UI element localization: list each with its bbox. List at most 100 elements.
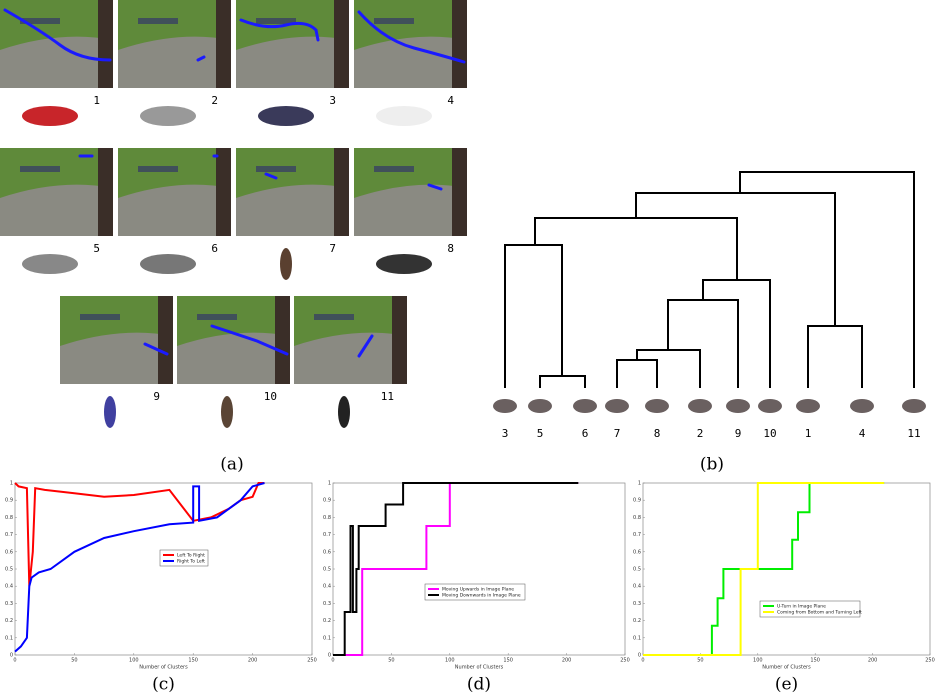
y-tick-label: 0.7 <box>5 532 13 538</box>
building <box>392 296 407 384</box>
x-axis-label: Number of Clusters <box>455 665 504 671</box>
x-tick-label: 250 <box>620 658 630 664</box>
x-tick-label: 150 <box>188 658 198 664</box>
leaf-label: 8 <box>654 427 661 440</box>
leaf-label: 6 <box>582 427 589 440</box>
object-label: 3 <box>329 94 336 107</box>
x-tick-label: 150 <box>503 658 513 664</box>
thumbnail: 3 <box>236 0 349 126</box>
plot-frame <box>15 483 312 655</box>
object-crop <box>22 254 78 274</box>
caption: (b) <box>700 455 724 475</box>
object-label: 6 <box>211 242 218 255</box>
y-tick-label: 0.1 <box>323 635 331 641</box>
parked-cars <box>20 166 60 172</box>
y-tick-label: 0.9 <box>633 498 641 504</box>
x-tick-label: 0 <box>13 658 16 664</box>
parked-cars <box>138 166 178 172</box>
leaf-crop <box>902 399 926 413</box>
leaf-label: 7 <box>614 427 621 440</box>
leaf-crop <box>573 399 597 413</box>
y-tick-label: 0.7 <box>323 532 331 538</box>
y-tick-label: 0.8 <box>5 515 13 521</box>
legend-label: Coming from Bottom and Turning Left <box>777 610 862 616</box>
leaf-crop <box>493 399 517 413</box>
object-crop <box>140 106 196 126</box>
object-label: 10 <box>264 390 277 403</box>
thumbnail: 1 <box>0 0 113 126</box>
object-label: 11 <box>381 390 394 403</box>
caption: (e) <box>775 675 798 695</box>
y-tick-label: 0 <box>638 653 641 659</box>
thumbnail: 2 <box>118 0 231 126</box>
parked-cars <box>197 314 237 320</box>
building <box>98 148 113 236</box>
x-tick-label: 50 <box>71 658 77 664</box>
y-tick-label: 1 <box>10 481 13 487</box>
legend-label: Right To Left <box>177 559 205 565</box>
y-tick-label: 0.8 <box>323 515 331 521</box>
thumbnail: 5 <box>0 148 113 274</box>
y-tick-label: 0.1 <box>633 635 641 641</box>
legend-label: Moving Downwards in Image Plane <box>442 593 521 599</box>
y-tick-label: 0.7 <box>633 532 641 538</box>
thumbnail: 10 <box>177 296 290 428</box>
y-tick-label: 0.3 <box>5 601 13 607</box>
legend-label: Moving Upwards in Image Plane <box>442 587 514 593</box>
y-tick-label: 0.9 <box>5 498 13 504</box>
object-crop <box>376 106 432 126</box>
thumbnail: 6 <box>118 148 231 274</box>
caption: (a) <box>220 455 243 475</box>
leaf-crop <box>850 399 874 413</box>
leaf-label: 5 <box>537 427 544 440</box>
object-crop <box>22 106 78 126</box>
dendrogram <box>505 172 914 388</box>
x-tick-label: 200 <box>562 658 572 664</box>
leaf-crop <box>605 399 629 413</box>
building <box>158 296 173 384</box>
object-crop <box>376 254 432 274</box>
building <box>334 0 349 88</box>
object-label: 1 <box>93 94 100 107</box>
object-label: 5 <box>93 242 100 255</box>
y-tick-label: 1 <box>328 481 331 487</box>
figure: (a) (b) 12345678910113567829101411050100… <box>0 0 936 697</box>
building <box>98 0 113 88</box>
object-label: 4 <box>447 94 454 107</box>
y-tick-label: 0.8 <box>633 515 641 521</box>
y-tick-label: 0 <box>328 653 331 659</box>
building <box>334 148 349 236</box>
building <box>275 296 290 384</box>
x-tick-label: 100 <box>129 658 139 664</box>
x-tick-label: 200 <box>248 658 258 664</box>
y-tick-label: 0.9 <box>323 498 331 504</box>
leaf-label: 9 <box>735 427 742 440</box>
x-axis-label: Number of Clusters <box>139 665 188 671</box>
x-tick-label: 100 <box>753 658 763 664</box>
y-tick-label: 0.1 <box>5 635 13 641</box>
building <box>452 0 467 88</box>
y-tick-label: 0.4 <box>5 584 13 590</box>
x-tick-label: 250 <box>307 658 317 664</box>
x-tick-label: 100 <box>445 658 455 664</box>
leaf-crop <box>688 399 712 413</box>
thumbnail: 8 <box>354 148 467 274</box>
y-tick-label: 0.5 <box>323 567 331 573</box>
y-tick-label: 0.3 <box>323 601 331 607</box>
leaf-crop <box>796 399 820 413</box>
y-tick-label: 0.2 <box>633 618 641 624</box>
y-tick-label: 0.6 <box>633 549 641 555</box>
y-tick-label: 0.4 <box>323 584 331 590</box>
leaf-label: 1 <box>805 427 812 440</box>
caption: (c) <box>152 675 175 695</box>
y-tick-label: 0.3 <box>633 601 641 607</box>
leaf-crop <box>528 399 552 413</box>
building <box>216 0 231 88</box>
parked-cars <box>374 18 414 24</box>
leaf-label: 11 <box>907 427 920 440</box>
object-crop <box>338 396 350 428</box>
object-crop <box>104 396 116 428</box>
y-tick-label: 0.5 <box>633 567 641 573</box>
thumbnail: 11 <box>294 296 407 428</box>
parked-cars <box>80 314 120 320</box>
